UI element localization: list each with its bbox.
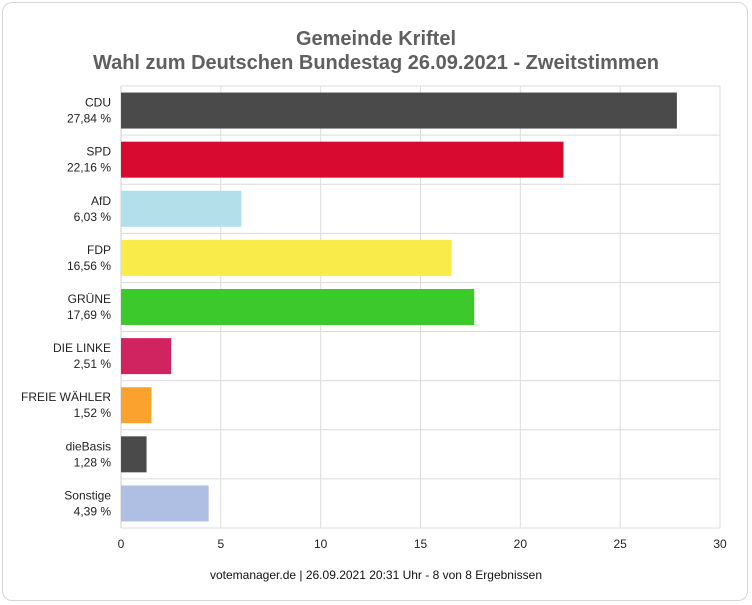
category-label: Sonstige <box>64 488 111 502</box>
x-tick-label: 15 <box>414 537 428 551</box>
category-label: DIE LINKE <box>53 341 111 355</box>
value-label: 27,84 % <box>67 112 111 126</box>
x-tick-label: 10 <box>314 537 328 551</box>
bar-cdu <box>121 92 677 129</box>
x-tick-label: 25 <box>613 537 627 551</box>
bar-afd <box>121 190 242 227</box>
value-label: 6,03 % <box>74 210 112 224</box>
category-label: GRÜNE <box>68 292 111 306</box>
bar-diebasis <box>121 436 147 473</box>
category-label: AfD <box>91 194 111 208</box>
x-tick-label: 20 <box>514 537 528 551</box>
value-label: 16,56 % <box>67 259 111 273</box>
category-label: dieBasis <box>66 439 111 453</box>
bar-freie-wähler <box>121 387 152 424</box>
value-label: 4,39 % <box>74 504 112 518</box>
value-label: 1,52 % <box>74 406 112 420</box>
chart-title: Gemeinde Kriftel <box>295 28 457 50</box>
x-tick-label: 30 <box>713 537 727 551</box>
value-label: 2,51 % <box>74 357 112 371</box>
category-label: FREIE WÄHLER <box>21 390 111 404</box>
bar-grüne <box>121 289 475 325</box>
chart-subtitle: Wahl zum Deutschen Bundestag 26.09.2021 … <box>92 52 660 74</box>
x-tick-label: 5 <box>217 537 224 551</box>
value-label: 1,28 % <box>74 455 112 469</box>
bar-die-linke <box>121 338 172 375</box>
bar-sonstige <box>121 485 209 522</box>
value-label: 17,69 % <box>67 308 111 322</box>
value-label: 22,16 % <box>67 161 111 175</box>
x-tick-label: 0 <box>118 537 125 551</box>
category-label: CDU <box>85 96 111 110</box>
bar-spd <box>121 141 564 178</box>
category-label: SPD <box>86 145 111 159</box>
category-label: FDP <box>87 243 111 257</box>
chart-footer: votemanager.de | 26.09.2021 20:31 Uhr - … <box>209 568 542 582</box>
bar-fdp <box>121 239 452 276</box>
